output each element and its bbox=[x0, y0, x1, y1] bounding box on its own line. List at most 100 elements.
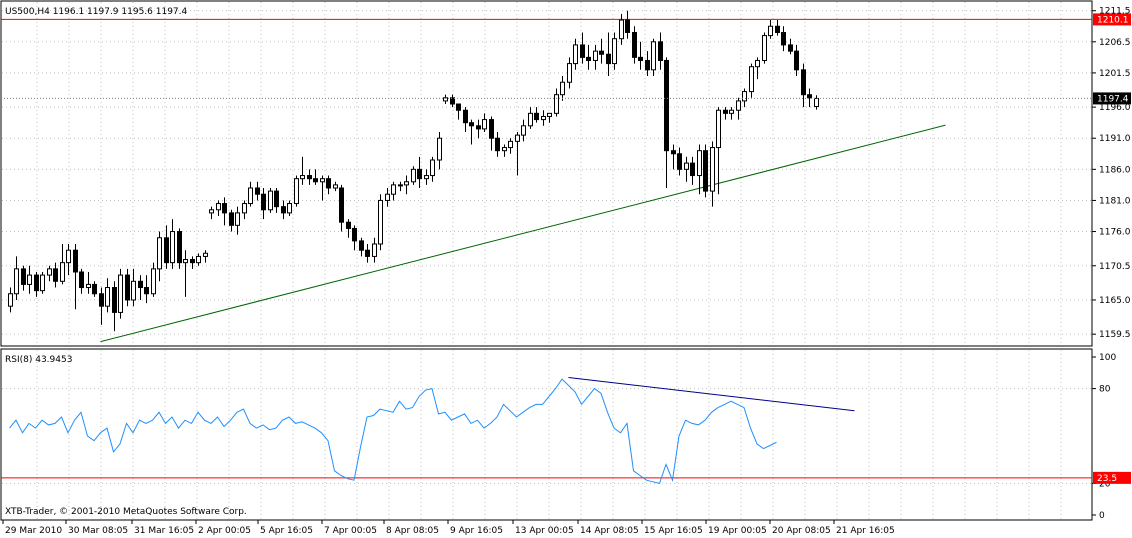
candle[interactable] bbox=[593, 44, 598, 70]
candle[interactable] bbox=[521, 119, 526, 142]
candle[interactable] bbox=[21, 265, 26, 291]
candle[interactable] bbox=[105, 278, 110, 313]
candle[interactable] bbox=[118, 268, 123, 319]
candle[interactable] bbox=[138, 275, 143, 300]
rsi-axis[interactable]: 100 80 20 0 bbox=[1092, 353, 1116, 521]
candle[interactable] bbox=[619, 13, 624, 45]
candle[interactable] bbox=[66, 243, 71, 276]
candle[interactable] bbox=[73, 243, 78, 310]
candle[interactable] bbox=[476, 119, 481, 139]
candle[interactable] bbox=[248, 181, 253, 207]
candle[interactable] bbox=[736, 97, 741, 120]
candle[interactable] bbox=[664, 57, 669, 188]
candle[interactable] bbox=[658, 32, 663, 70]
candle[interactable] bbox=[313, 169, 318, 185]
candle[interactable] bbox=[632, 26, 637, 64]
candle[interactable] bbox=[437, 132, 442, 170]
candle[interactable] bbox=[560, 76, 565, 101]
candle[interactable] bbox=[742, 88, 747, 108]
rsi-divergence-trendline[interactable] bbox=[568, 377, 855, 412]
candle[interactable] bbox=[151, 262, 156, 297]
candle[interactable] bbox=[404, 175, 409, 195]
candle[interactable] bbox=[14, 256, 19, 300]
candle[interactable] bbox=[456, 103, 461, 120]
candle[interactable] bbox=[606, 32, 611, 77]
candle[interactable] bbox=[781, 26, 786, 52]
candle[interactable] bbox=[99, 287, 104, 325]
candle[interactable] bbox=[794, 44, 799, 77]
candle[interactable] bbox=[534, 107, 539, 123]
candle[interactable] bbox=[300, 156, 305, 185]
candle[interactable] bbox=[222, 197, 227, 226]
candlestick-series[interactable] bbox=[8, 10, 819, 332]
candle[interactable] bbox=[762, 32, 767, 64]
candle[interactable] bbox=[281, 200, 286, 220]
candle[interactable] bbox=[53, 262, 58, 288]
candle[interactable] bbox=[482, 113, 487, 133]
candle[interactable] bbox=[697, 144, 702, 195]
candle[interactable] bbox=[326, 175, 331, 195]
candle[interactable] bbox=[209, 206, 214, 220]
candle[interactable] bbox=[372, 237, 377, 263]
candle[interactable] bbox=[755, 57, 760, 80]
candle[interactable] bbox=[723, 107, 728, 120]
candle[interactable] bbox=[242, 200, 247, 220]
candle[interactable] bbox=[586, 44, 591, 70]
candle[interactable] bbox=[307, 169, 312, 185]
rsi-panel[interactable] bbox=[0, 348, 1093, 521]
candle[interactable] bbox=[320, 175, 325, 201]
candle[interactable] bbox=[729, 107, 734, 120]
candle[interactable] bbox=[203, 250, 208, 263]
candle[interactable] bbox=[27, 265, 32, 294]
candle[interactable] bbox=[40, 271, 45, 294]
candle[interactable] bbox=[235, 206, 240, 235]
candle[interactable] bbox=[749, 63, 754, 98]
candle[interactable] bbox=[229, 209, 234, 232]
candle[interactable] bbox=[684, 156, 689, 182]
candle[interactable] bbox=[255, 181, 260, 201]
candle[interactable] bbox=[365, 243, 370, 263]
candle[interactable] bbox=[768, 20, 773, 39]
candle[interactable] bbox=[378, 194, 383, 251]
candle[interactable] bbox=[489, 116, 494, 151]
candle[interactable] bbox=[131, 268, 136, 307]
candle[interactable] bbox=[424, 169, 429, 185]
candle[interactable] bbox=[573, 38, 578, 70]
candle[interactable] bbox=[495, 132, 500, 157]
candle[interactable] bbox=[677, 147, 682, 176]
candle[interactable] bbox=[554, 88, 559, 117]
candle[interactable] bbox=[112, 281, 117, 332]
candle[interactable] bbox=[157, 231, 162, 282]
candle[interactable] bbox=[177, 228, 182, 269]
candle[interactable] bbox=[580, 32, 585, 64]
candle[interactable] bbox=[144, 275, 149, 304]
candle[interactable] bbox=[651, 38, 656, 77]
candle[interactable] bbox=[170, 219, 175, 269]
candle[interactable] bbox=[430, 156, 435, 182]
candle[interactable] bbox=[8, 287, 13, 313]
candle[interactable] bbox=[79, 268, 84, 294]
price-axis[interactable]: 1211.5 1206.5 1201.5 1196.0 1191.0 1186.0 1181… bbox=[1092, 7, 1131, 340]
candle[interactable] bbox=[391, 181, 396, 201]
candle[interactable] bbox=[703, 144, 708, 198]
candle[interactable] bbox=[60, 243, 65, 285]
candle[interactable] bbox=[359, 237, 364, 257]
candle[interactable] bbox=[92, 281, 97, 297]
candle[interactable] bbox=[47, 265, 52, 282]
candle[interactable] bbox=[645, 51, 650, 77]
candle[interactable] bbox=[346, 219, 351, 238]
candle[interactable] bbox=[801, 63, 806, 108]
candle[interactable] bbox=[86, 271, 91, 294]
candle[interactable] bbox=[216, 200, 221, 216]
candle[interactable] bbox=[814, 95, 819, 110]
candle[interactable] bbox=[463, 107, 468, 133]
candle[interactable] bbox=[502, 144, 507, 157]
support-trendline[interactable] bbox=[100, 124, 946, 343]
candle[interactable] bbox=[261, 187, 266, 220]
candle[interactable] bbox=[443, 94, 448, 105]
candle[interactable] bbox=[807, 88, 812, 108]
candle[interactable] bbox=[398, 181, 403, 192]
candle[interactable] bbox=[716, 107, 721, 195]
candle[interactable] bbox=[567, 57, 572, 89]
candle[interactable] bbox=[125, 268, 130, 307]
